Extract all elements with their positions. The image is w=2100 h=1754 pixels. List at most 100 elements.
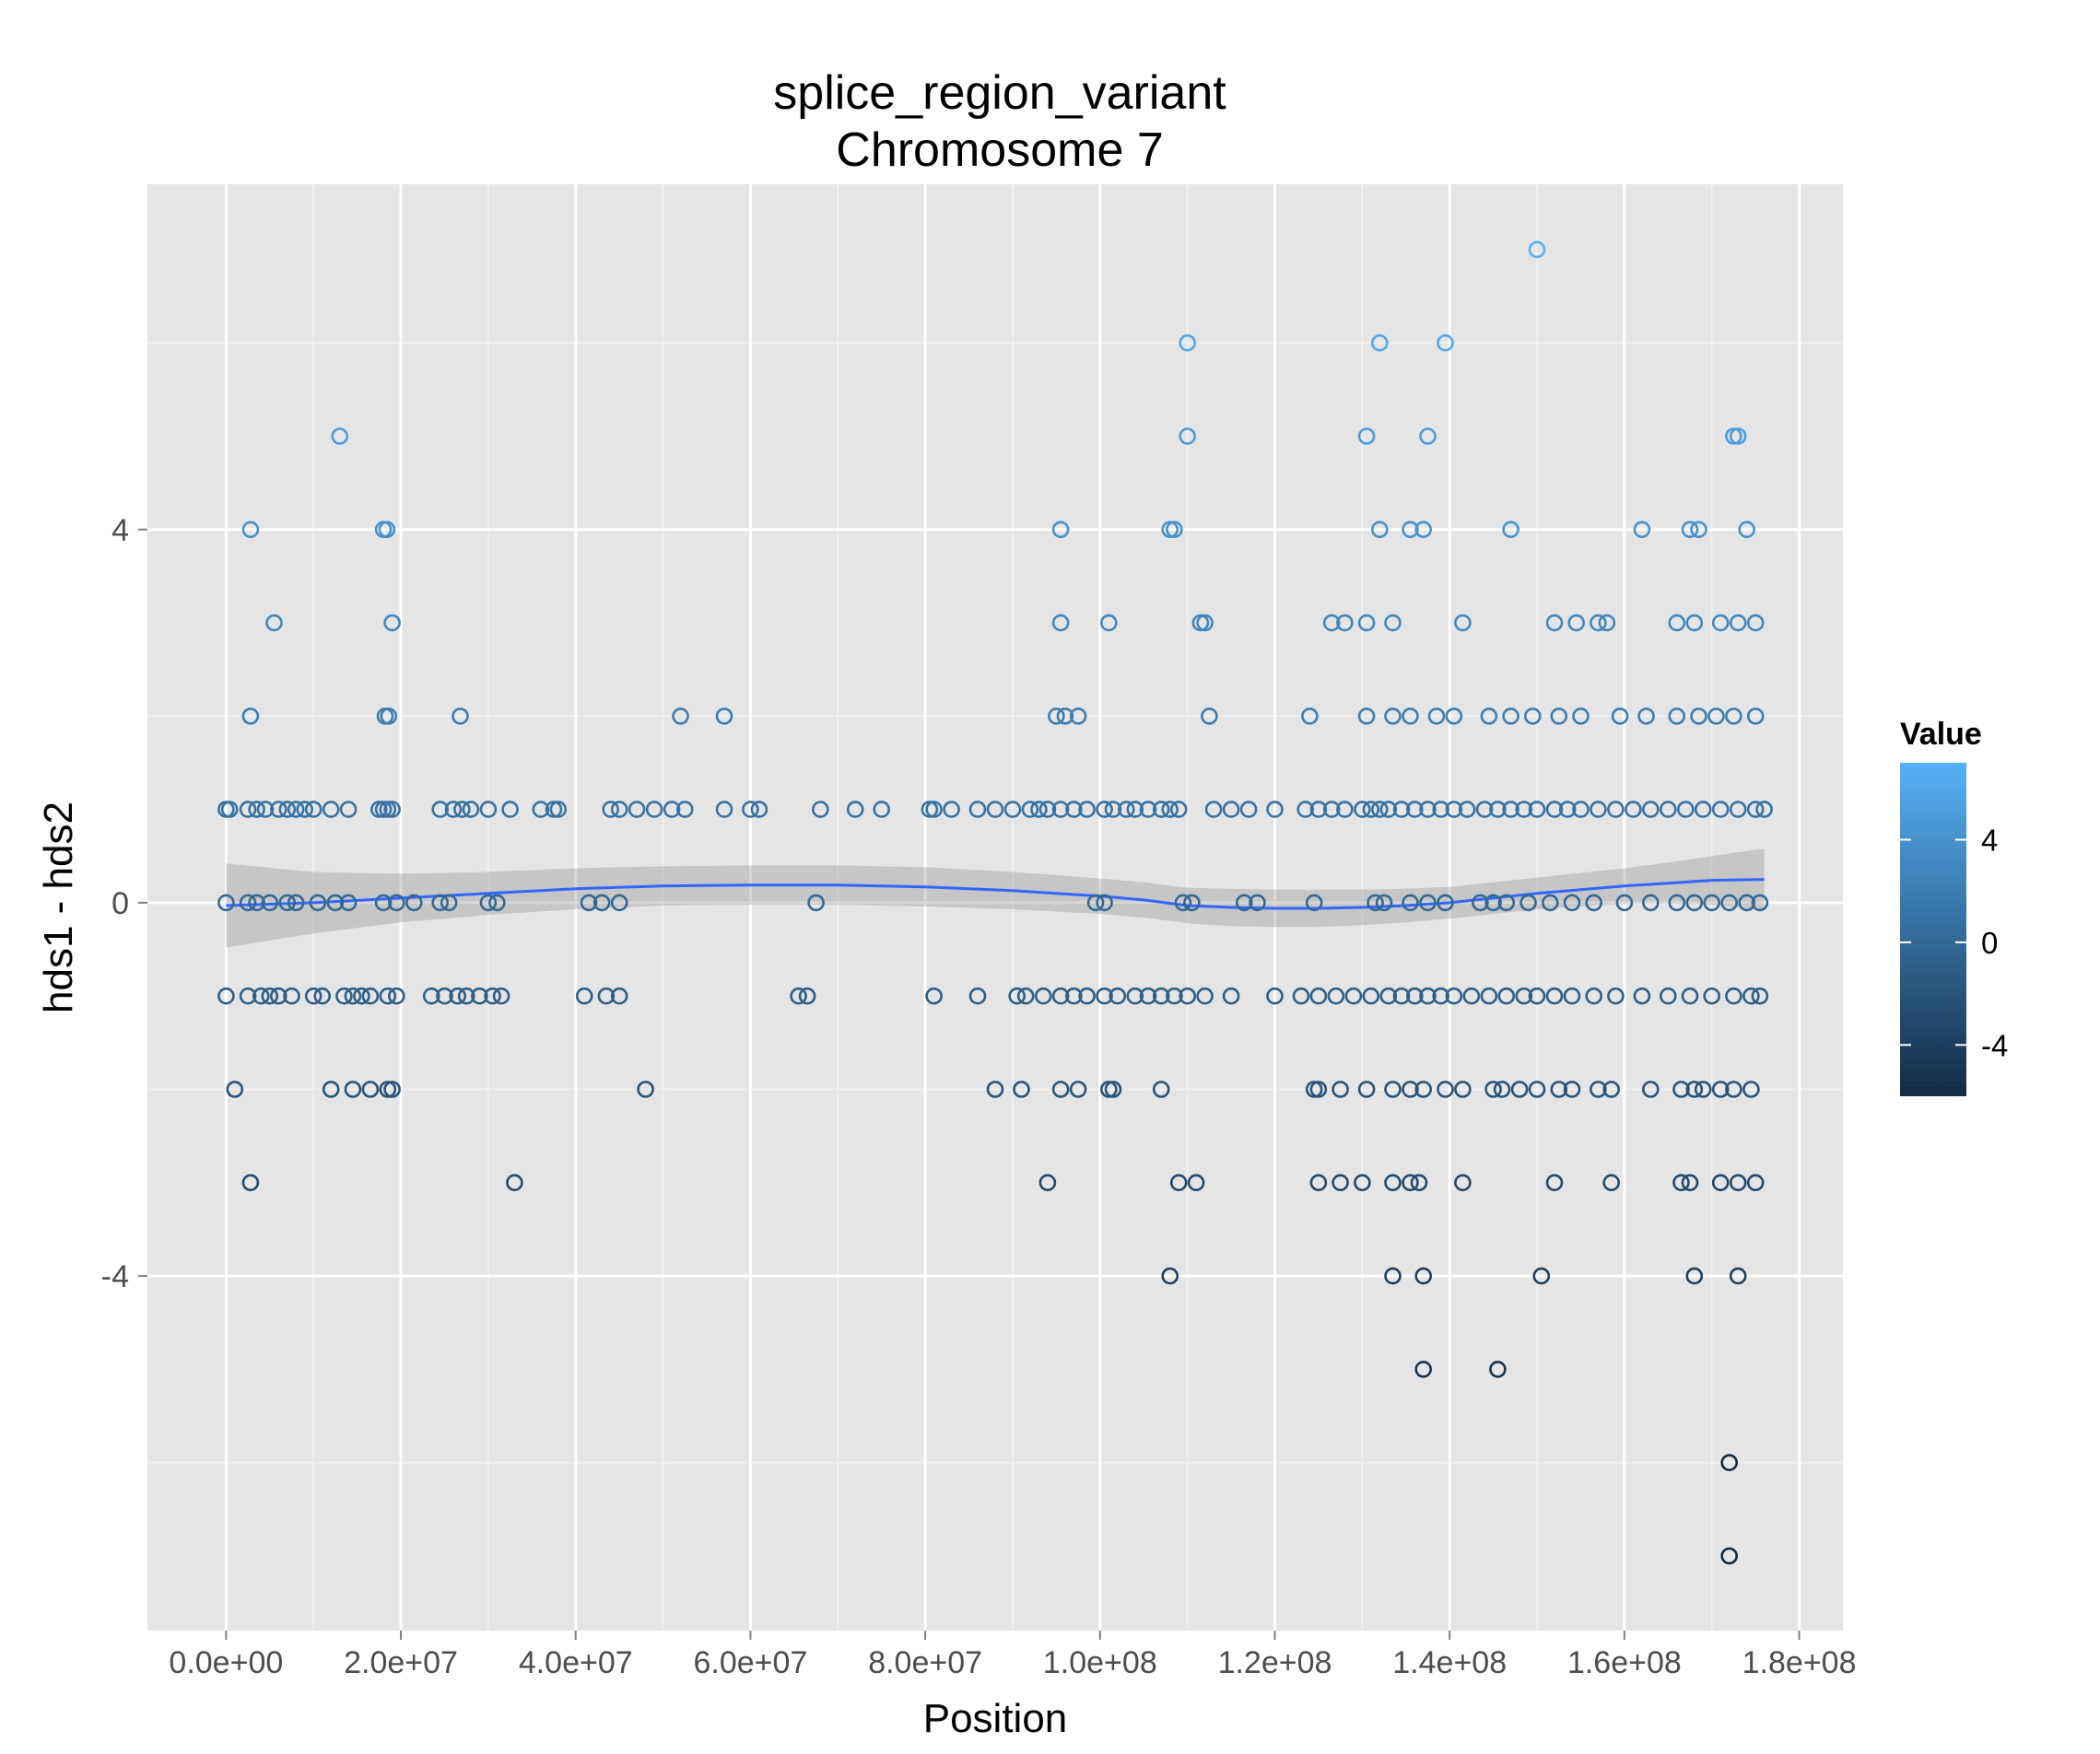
data-point — [1030, 801, 1048, 818]
data-point — [1196, 614, 1214, 632]
data-point — [1204, 801, 1223, 818]
data-point — [1729, 1267, 1747, 1285]
data-point — [1437, 333, 1454, 352]
data-point — [380, 707, 398, 725]
data-point — [602, 801, 620, 818]
data-point — [331, 427, 349, 445]
data-point — [968, 801, 987, 818]
data-point — [943, 801, 960, 818]
data-point — [1729, 1174, 1747, 1192]
data-point — [1611, 707, 1629, 725]
data-point — [1118, 801, 1135, 818]
data-point — [1371, 520, 1389, 539]
data-point — [1707, 707, 1725, 725]
x-tick-label: 6.0e+07 — [694, 1645, 808, 1680]
data-point — [1419, 987, 1437, 1005]
x-tick-label: 8.0e+07 — [868, 1645, 982, 1680]
data-point — [1406, 801, 1424, 818]
data-point — [750, 801, 768, 818]
data-point — [1489, 1361, 1507, 1378]
data-point — [1558, 801, 1577, 818]
data-point — [1668, 894, 1686, 912]
data-point — [1322, 614, 1341, 632]
data-point — [1660, 801, 1677, 818]
data-point — [217, 894, 235, 912]
data-point — [1502, 707, 1519, 725]
data-point — [1402, 520, 1419, 539]
data-point — [545, 801, 563, 818]
data-point — [1720, 1454, 1738, 1471]
data-point — [248, 894, 265, 912]
legend-label: 0 — [1981, 926, 1998, 960]
x-tick-label: 2.0e+07 — [344, 1645, 458, 1680]
data-point — [436, 987, 453, 1005]
data-point — [1332, 1174, 1349, 1192]
data-point — [1681, 987, 1699, 1005]
data-point — [422, 987, 440, 1005]
data-point — [387, 987, 405, 1005]
data-point — [610, 987, 628, 1005]
data-point — [925, 801, 943, 818]
data-point — [742, 801, 759, 818]
x-tick-label: 0.0e+00 — [169, 1645, 283, 1680]
data-point — [1454, 614, 1472, 632]
data-point — [790, 987, 807, 1005]
data-point — [1179, 333, 1196, 352]
data-point — [1069, 707, 1087, 725]
data-point — [1414, 1267, 1432, 1285]
data-point — [431, 894, 450, 912]
data-point — [1139, 801, 1157, 818]
data-point — [1725, 427, 1742, 445]
legend-title: Value — [1900, 717, 1982, 752]
data-point — [1292, 987, 1310, 1005]
confidence-ribbon — [226, 848, 1765, 948]
data-point — [1590, 1081, 1607, 1098]
data-point — [1711, 801, 1730, 818]
data-point — [1454, 1081, 1472, 1098]
data-point — [1563, 987, 1581, 1005]
data-point — [1065, 801, 1083, 818]
data-point — [1528, 801, 1546, 818]
y-tick-label: -4 — [101, 1259, 129, 1294]
data-point — [1362, 801, 1380, 818]
data-point — [1008, 987, 1026, 1005]
data-point — [798, 987, 816, 1005]
data-point — [287, 894, 305, 912]
data-point — [1515, 801, 1533, 818]
data-point — [1742, 987, 1760, 1005]
data-point — [1161, 1267, 1179, 1285]
data-point — [637, 1081, 654, 1098]
chart-subtitle: Chromosome 7 — [836, 123, 1163, 177]
data-point — [811, 801, 829, 818]
y-tick-label: 0 — [111, 886, 129, 921]
data-point — [1681, 520, 1699, 539]
data-point — [304, 987, 323, 1005]
data-point — [1672, 1081, 1690, 1098]
data-point — [1484, 894, 1502, 912]
data-point — [339, 894, 358, 912]
data-point — [1462, 987, 1481, 1005]
data-point — [383, 801, 401, 818]
x-axis: 0.0e+00 2.0e+07 4.0e+07 6.0e+07 8.0e+07 1.0e+… — [169, 1631, 1857, 1680]
data-point — [1545, 801, 1564, 818]
data-point — [1166, 987, 1183, 1005]
data-point — [440, 894, 458, 912]
data-point — [261, 894, 279, 912]
data-point — [1598, 614, 1616, 632]
data-point — [1236, 894, 1253, 912]
data-point — [846, 801, 864, 818]
data-point — [1379, 987, 1398, 1005]
data-point — [1152, 801, 1170, 818]
data-point — [1309, 801, 1328, 818]
data-point — [1406, 987, 1424, 1005]
data-point — [379, 1081, 397, 1098]
data-point — [256, 801, 275, 818]
data-point — [278, 894, 297, 912]
data-point — [1021, 801, 1039, 818]
data-point — [1590, 614, 1607, 632]
data-point — [1685, 894, 1704, 912]
data-point — [1729, 801, 1747, 818]
data-point — [663, 801, 681, 818]
data-point — [1249, 894, 1266, 912]
data-point — [1437, 1081, 1454, 1098]
